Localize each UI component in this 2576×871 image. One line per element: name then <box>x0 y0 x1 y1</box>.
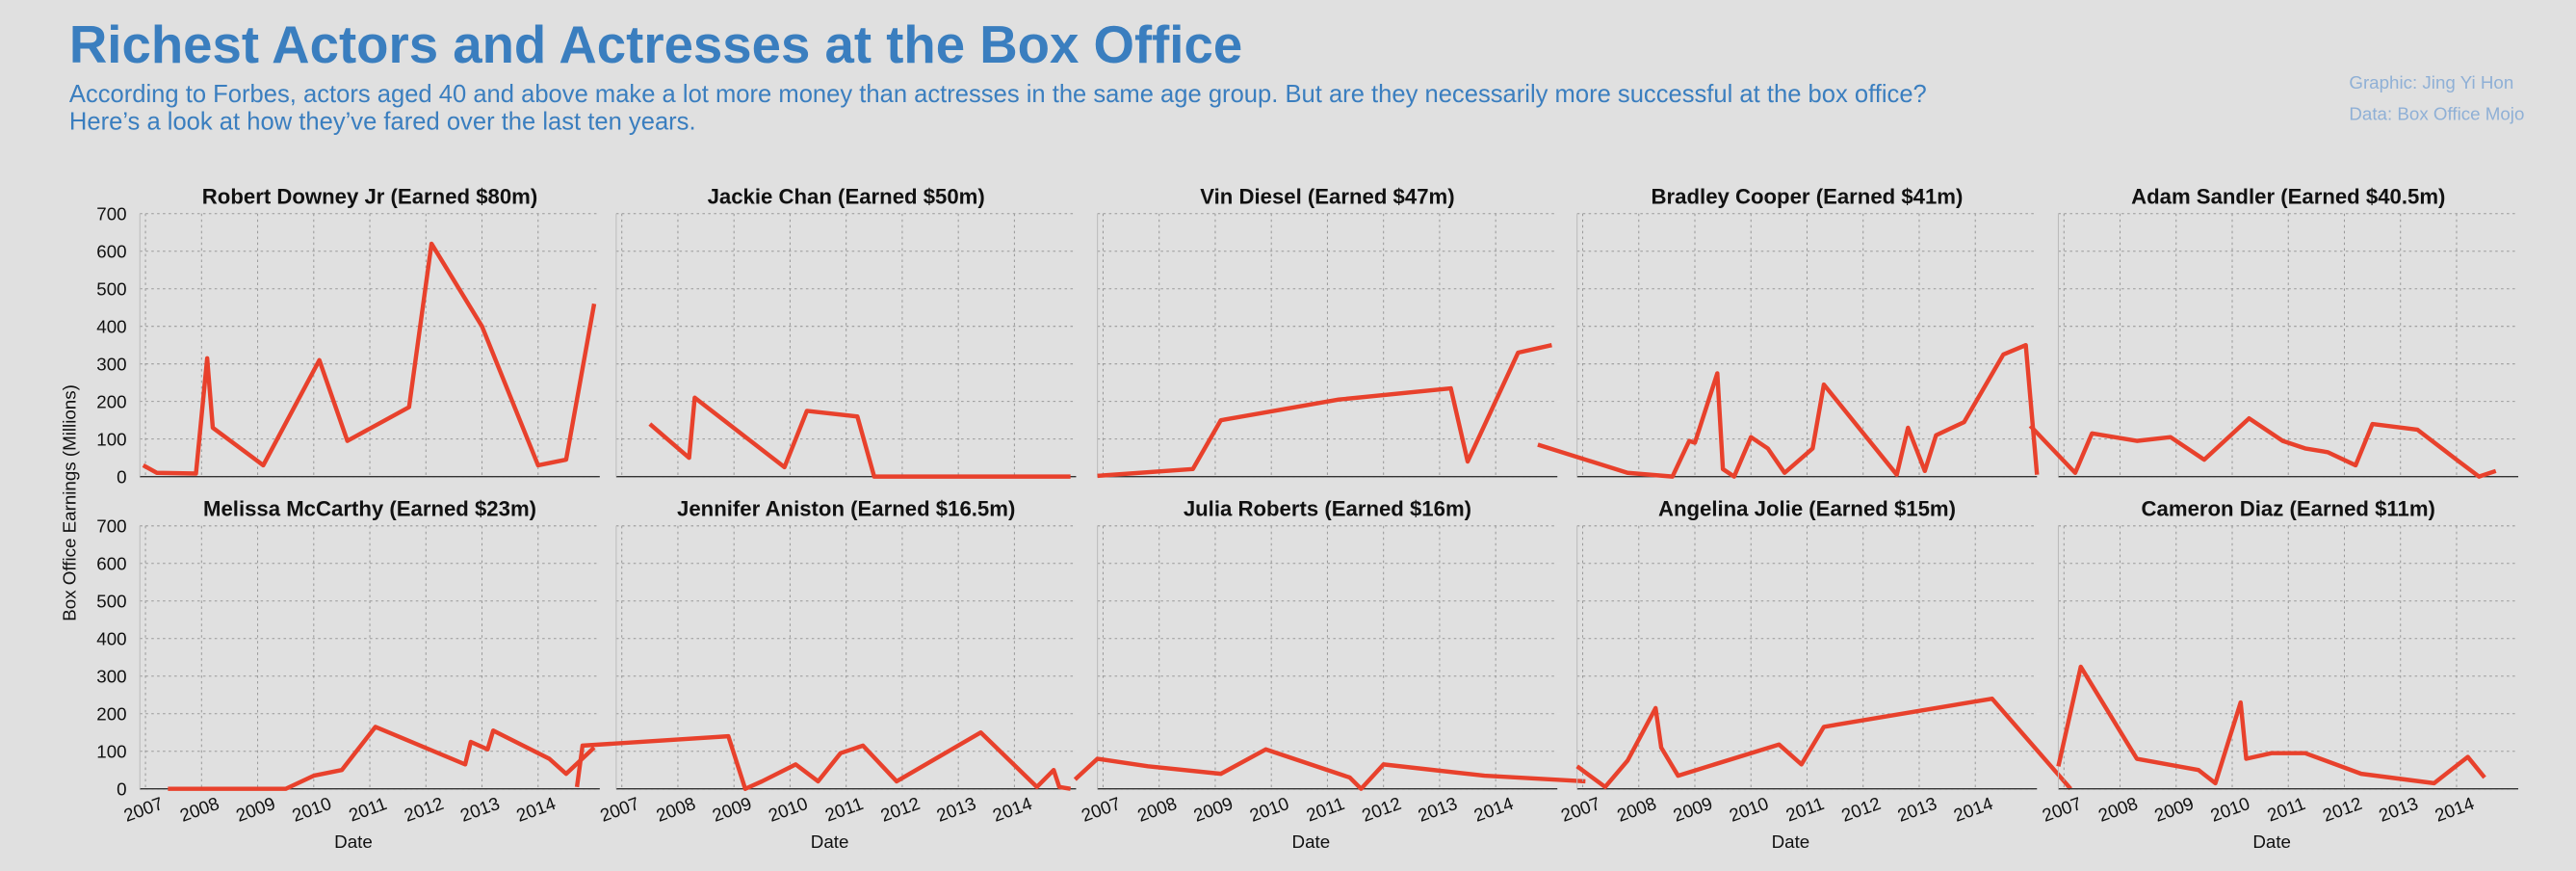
x-tick-label: 2007 <box>1079 793 1123 826</box>
x-tick-label: 2010 <box>766 793 810 826</box>
y-tick-label: 600 <box>96 554 126 574</box>
subtitle: Here’s a look at how they’ve fared over … <box>69 109 696 136</box>
x-tick-label: 2013 <box>934 793 978 826</box>
x-tick-label: 2008 <box>2095 793 2140 826</box>
y-tick-label: 700 <box>96 516 126 537</box>
x-tick-label: 2011 <box>1304 793 1347 826</box>
y-tick-label: 300 <box>96 355 126 375</box>
x-tick-label: 2007 <box>1558 793 1602 826</box>
x-tick-label: 2009 <box>1671 793 1715 826</box>
y-tick-label: 400 <box>96 317 126 337</box>
x-tick-label: 2014 <box>1471 793 1516 826</box>
data-line <box>168 725 596 791</box>
x-tick-label: 2010 <box>1247 793 1291 826</box>
panel-title: Julia Roberts (Earned $16m) <box>1184 497 1471 521</box>
y-tick-label: 500 <box>96 592 126 612</box>
x-tick-label: 2014 <box>1951 793 1995 826</box>
credit: Data: Box Office Mojo <box>2349 104 2524 124</box>
x-tick-label: 2013 <box>2376 793 2420 826</box>
panel-title: Jackie Chan (Earned $50m) <box>708 185 985 209</box>
panel-title: Jennifer Aniston (Earned $16.5m) <box>677 497 1015 521</box>
panel-title: Bradley Cooper (Earned $41m) <box>1652 185 1964 209</box>
x-tick-label: 2012 <box>402 793 446 826</box>
x-tick-label: 2008 <box>1614 793 1658 826</box>
y-tick-label: 300 <box>96 667 126 687</box>
x-tick-label: 2011 <box>346 793 389 826</box>
panel-title: Cameron Diaz (Earned $11m) <box>2142 497 2435 521</box>
y-axis-label: Box Office Earnings (Millions) <box>60 384 80 621</box>
data-line <box>1073 747 1586 791</box>
x-tick-label: 2009 <box>2151 793 2196 826</box>
panel-title: Vin Diesel (Earned $47m) <box>1200 185 1454 209</box>
x-tick-label: 2012 <box>878 793 923 826</box>
x-axis-label: Date <box>334 831 373 852</box>
y-tick-label: 0 <box>117 466 126 487</box>
data-line <box>142 241 597 476</box>
x-axis-label: Date <box>2252 831 2291 852</box>
x-tick-label: 2010 <box>289 793 333 826</box>
x-axis-label: Date <box>811 831 849 852</box>
x-tick-label: 2011 <box>2264 793 2307 826</box>
title: Richest Actors and Actresses at the Box … <box>69 15 1242 74</box>
x-tick-label: 2008 <box>654 793 698 826</box>
y-tick-label: 100 <box>96 742 126 762</box>
y-tick-label: 400 <box>96 629 126 649</box>
x-tick-label: 2010 <box>1727 793 1771 826</box>
data-line <box>648 395 1071 479</box>
credit: Graphic: Jing Yi Hon <box>2349 72 2513 92</box>
x-axis-label: Date <box>1292 831 1331 852</box>
x-tick-label: 2007 <box>121 793 166 826</box>
x-tick-label: 2012 <box>2320 793 2364 826</box>
x-tick-label: 2014 <box>990 793 1034 826</box>
x-tick-label: 2009 <box>233 793 277 826</box>
subtitle: According to Forbes, actors aged 40 and … <box>69 81 1927 108</box>
panel-title: Melissa McCarthy (Earned $23m) <box>203 497 536 521</box>
x-tick-label: 2014 <box>2433 793 2477 826</box>
x-tick-label: 2011 <box>822 793 866 826</box>
panel-title: Angelina Jolie (Earned $15m) <box>1658 497 1956 521</box>
x-tick-label: 2009 <box>710 793 754 826</box>
x-tick-label: 2008 <box>1134 793 1179 826</box>
data-line <box>1575 696 2072 791</box>
data-line <box>2056 664 2486 786</box>
x-tick-label: 2014 <box>513 793 558 826</box>
x-tick-label: 2013 <box>1416 793 1460 826</box>
x-tick-label: 2012 <box>1359 793 1403 826</box>
x-tick-label: 2007 <box>597 793 641 826</box>
y-tick-label: 700 <box>96 204 126 224</box>
y-tick-label: 200 <box>96 391 126 411</box>
x-tick-label: 2009 <box>1191 793 1236 826</box>
data-line <box>1537 342 2040 479</box>
y-tick-label: 500 <box>96 279 126 300</box>
panel-title: Robert Downey Jr (Earned $80m) <box>202 185 537 209</box>
x-tick-label: 2008 <box>177 793 221 826</box>
x-axis-label: Date <box>1772 831 1810 852</box>
x-tick-label: 2011 <box>1783 793 1827 826</box>
data-line <box>1097 343 1552 479</box>
y-tick-label: 600 <box>96 242 126 262</box>
y-tick-label: 200 <box>96 704 126 725</box>
x-tick-label: 2010 <box>2208 793 2252 826</box>
y-tick-label: 0 <box>117 779 126 800</box>
x-tick-label: 2013 <box>457 793 502 826</box>
data-line <box>2028 415 2497 479</box>
panel-title: Adam Sandler (Earned $40.5m) <box>2131 185 2445 209</box>
x-tick-label: 2013 <box>1895 793 1939 826</box>
x-tick-label: 2007 <box>2040 793 2084 826</box>
data-line <box>574 730 1072 791</box>
y-tick-label: 100 <box>96 429 126 449</box>
x-tick-label: 2012 <box>1838 793 1883 826</box>
